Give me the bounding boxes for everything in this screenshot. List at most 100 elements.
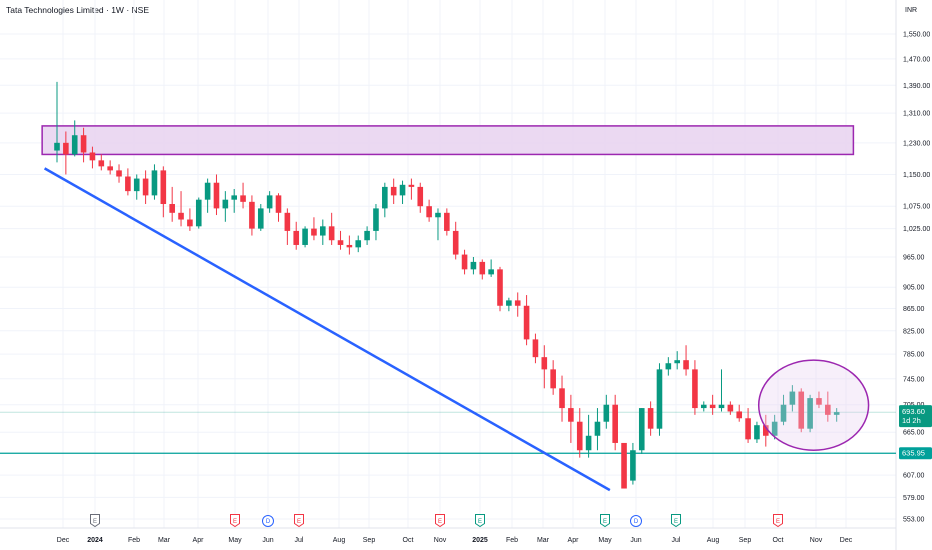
candle[interactable] [444, 208, 450, 236]
candle[interactable] [195, 197, 202, 229]
candle[interactable] [825, 391, 831, 422]
time-axis[interactable]: Dec 2024 Feb Mar Apr May Jun Jul Aug Sep Oct Nov 202… [57, 537, 853, 544]
candle[interactable] [833, 408, 840, 422]
candle[interactable] [700, 401, 707, 412]
resistance-rectangle[interactable] [41, 125, 855, 156]
candle[interactable] [355, 235, 362, 253]
candle[interactable] [337, 230, 344, 250]
candle[interactable] [674, 351, 680, 370]
candle[interactable] [523, 295, 530, 346]
candle[interactable] [151, 164, 158, 200]
candle[interactable] [435, 208, 441, 241]
candle[interactable] [550, 360, 556, 395]
candle[interactable] [98, 154, 105, 171]
candle[interactable] [346, 235, 353, 255]
candle[interactable] [718, 369, 725, 412]
candles-layer[interactable] [54, 81, 840, 489]
candle[interactable] [80, 127, 87, 163]
candle[interactable] [133, 174, 140, 200]
candle[interactable] [178, 191, 184, 227]
candle[interactable] [771, 414, 778, 440]
candle[interactable] [736, 404, 743, 422]
candle[interactable] [816, 391, 822, 409]
candle[interactable] [727, 401, 734, 415]
drawings-layer[interactable] [43, 167, 870, 492]
candle[interactable] [160, 166, 167, 218]
candle[interactable] [54, 81, 60, 163]
candle[interactable] [470, 256, 477, 275]
candle[interactable] [373, 204, 379, 241]
candle[interactable] [807, 394, 813, 433]
candle[interactable] [780, 394, 787, 426]
candle[interactable] [284, 208, 291, 245]
earnings-marker[interactable]: E [600, 514, 610, 528]
candle[interactable] [249, 195, 255, 236]
candle[interactable] [532, 333, 539, 364]
candle[interactable] [603, 394, 610, 429]
candle[interactable] [399, 180, 406, 205]
candle[interactable] [408, 178, 415, 200]
candle[interactable] [576, 408, 583, 458]
candle[interactable] [125, 168, 131, 196]
candle[interactable] [257, 204, 264, 231]
candle[interactable] [754, 421, 760, 443]
candle[interactable] [638, 408, 645, 454]
candle[interactable] [222, 191, 229, 222]
earnings-marker[interactable]: E [230, 514, 240, 528]
candle[interactable] [302, 226, 308, 248]
dividend-marker[interactable]: D [262, 515, 274, 527]
earnings-marker[interactable]: E [90, 514, 100, 528]
candle[interactable] [798, 388, 805, 433]
candle[interactable] [382, 182, 388, 218]
candle[interactable] [506, 297, 512, 312]
dividend-marker[interactable]: D [630, 515, 642, 527]
candle[interactable] [568, 394, 574, 443]
candle[interactable] [745, 408, 751, 443]
candle[interactable] [364, 226, 370, 245]
candle[interactable] [204, 178, 211, 213]
candle[interactable] [142, 170, 149, 205]
candle[interactable] [789, 385, 796, 412]
earnings-marker[interactable]: E [773, 514, 783, 528]
candle[interactable] [594, 408, 601, 451]
candle[interactable] [709, 394, 716, 415]
candle[interactable] [63, 131, 69, 175]
candle[interactable] [585, 414, 592, 458]
candle[interactable] [683, 345, 689, 376]
candle[interactable] [390, 178, 397, 205]
trendline[interactable] [43, 167, 611, 492]
candle[interactable] [187, 208, 193, 231]
candle[interactable] [71, 120, 78, 157]
candle[interactable] [656, 363, 663, 436]
candle[interactable] [320, 219, 326, 245]
earnings-marker[interactable]: E [671, 514, 681, 528]
candle[interactable] [665, 357, 672, 376]
candle[interactable] [763, 414, 769, 447]
earnings-marker[interactable]: E [294, 514, 304, 528]
candle[interactable] [107, 160, 113, 175]
earnings-marker[interactable]: E [475, 514, 485, 528]
candle[interactable] [231, 189, 237, 213]
candle[interactable] [240, 182, 246, 209]
candle[interactable] [497, 266, 503, 312]
ellipse-highlight[interactable] [757, 359, 870, 451]
candle[interactable] [559, 375, 565, 422]
candle[interactable] [266, 191, 273, 213]
candle[interactable] [461, 249, 468, 275]
candle[interactable] [417, 182, 424, 213]
candle[interactable] [116, 164, 122, 183]
candle[interactable] [692, 360, 698, 415]
candle[interactable] [213, 174, 220, 216]
earnings-marker[interactable]: E [435, 514, 445, 528]
candle[interactable] [488, 259, 494, 277]
candle[interactable] [541, 345, 548, 389]
candle[interactable] [169, 186, 175, 222]
candle[interactable] [275, 193, 282, 222]
candle[interactable] [612, 394, 618, 451]
candle[interactable] [426, 199, 432, 222]
candle[interactable] [311, 217, 317, 241]
candle[interactable] [621, 442, 627, 489]
candle[interactable] [328, 212, 335, 245]
